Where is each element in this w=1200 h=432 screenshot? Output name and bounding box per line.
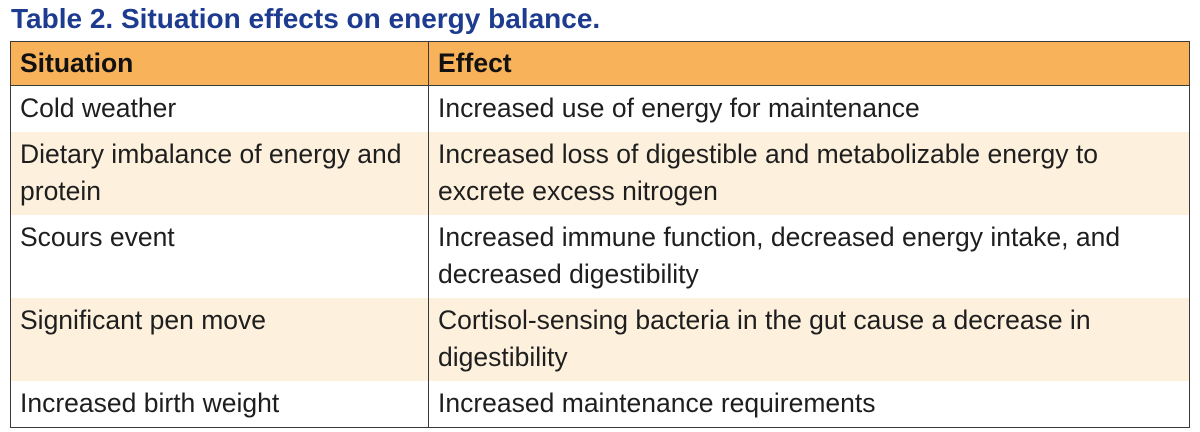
table-row: Scours event Increased immune function, …	[10, 215, 1190, 298]
situation-cell: Increased birth weight	[10, 381, 429, 428]
column-header-situation: Situation	[10, 41, 429, 86]
table-row: Significant pen move Cortisol-sensing ba…	[10, 298, 1190, 381]
effect-cell: Increased use of energy for maintenance	[428, 85, 1190, 132]
table-title: Table 2. Situation effects on energy bal…	[11, 3, 601, 34]
column-header-effect: Effect	[428, 41, 1190, 86]
effect-cell: Increased maintenance requirements	[428, 381, 1190, 428]
effect-cell: Cortisol-sensing bacteria in the gut cau…	[428, 298, 1190, 381]
situation-cell: Significant pen move	[10, 298, 429, 381]
effect-cell: Increased loss of digestible and metabol…	[428, 132, 1190, 215]
situation-cell: Dietary imbalance of energy and protein	[10, 132, 429, 215]
table-row: Dietary imbalance of energy and protein …	[10, 132, 1190, 215]
table-row: Cold weather Increased use of energy for…	[10, 85, 1190, 132]
situation-cell: Scours event	[10, 215, 429, 298]
situation-cell: Cold weather	[10, 85, 429, 132]
situation-effects-table: Situation Effect Cold weather Increased …	[10, 41, 1190, 428]
table-row: Increased birth weight Increased mainten…	[10, 381, 1190, 428]
effect-cell: Increased immune function, decreased ene…	[428, 215, 1190, 298]
table-header-row: Situation Effect	[10, 41, 1190, 86]
